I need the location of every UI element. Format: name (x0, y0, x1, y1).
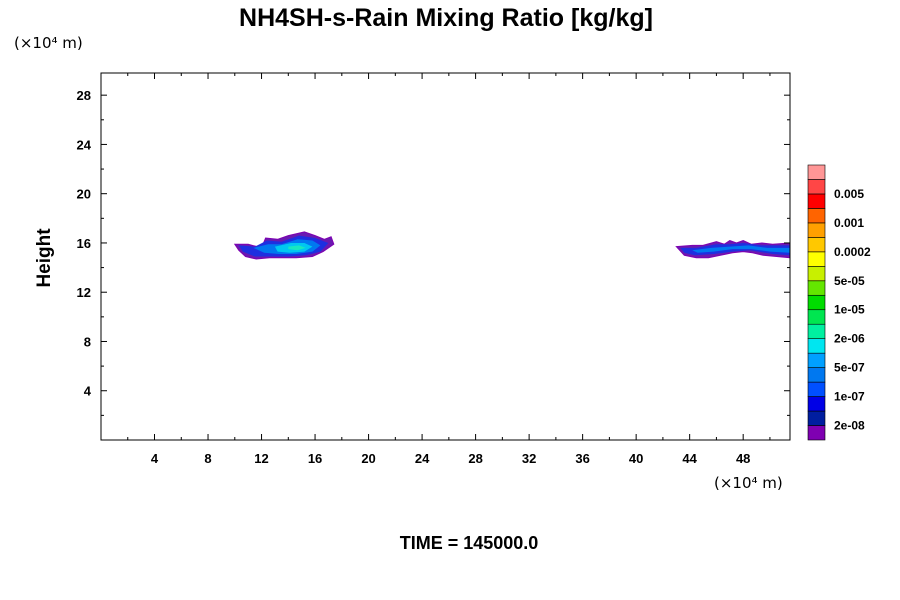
x-tick-label: 44 (682, 451, 697, 466)
y-tick-label: 20 (77, 187, 91, 202)
colorbar-label: 5e-05 (834, 274, 865, 288)
y-axis-label: Height (34, 228, 55, 288)
y-tick-label: 12 (77, 285, 91, 300)
colorbar-label: 5e-07 (834, 361, 865, 375)
x-tick-label: 20 (361, 451, 375, 466)
x-tick-label: 28 (468, 451, 482, 466)
colorbar-cell (807, 251, 826, 267)
colorbar: 2e-08 1e-07 5e-07 2e-06 1e-05 5e-05 0.0002 0.00… (807, 164, 871, 441)
colorbar-label: 0.005 (834, 187, 864, 201)
x-tick-label: 40 (629, 451, 643, 466)
colorbar-cell (807, 309, 826, 325)
colorbar-cell (807, 266, 826, 282)
colorbar-cell (807, 179, 826, 195)
colorbar-label: 1e-07 (834, 390, 865, 404)
colorbar-cell (807, 193, 826, 209)
x-tick-label: 8 (204, 451, 211, 466)
colorbar-label: 0.001 (834, 216, 864, 230)
colorbar-cell (807, 381, 826, 397)
x-tick-label: 48 (736, 451, 750, 466)
colorbar-cell (807, 352, 826, 368)
y-tick-label: 16 (77, 236, 91, 251)
colorbar-label: 2e-08 (834, 419, 865, 433)
y-tick-label: 28 (77, 88, 91, 103)
colorbar-cell (807, 396, 826, 412)
colorbar-label: 1e-05 (834, 303, 865, 317)
y-tick-label: 24 (77, 137, 92, 152)
colorbar-cell (807, 237, 826, 253)
time-label: TIME = 145000.0 (400, 533, 539, 553)
x-axis-ticks: 4 8 12 16 20 24 28 32 36 40 44 48 (127, 73, 771, 466)
colorbar-cell (807, 367, 826, 383)
contour-regions (233, 231, 790, 260)
colorbar-label: 0.0002 (834, 245, 871, 259)
cloud-right-level-1 (680, 243, 790, 256)
plot-frame (100, 72, 791, 441)
y-tick-label: 4 (84, 384, 92, 399)
y-axis-ticks: 4 8 12 16 20 24 28 (77, 88, 790, 416)
colorbar-cell (807, 410, 826, 426)
colorbar-cell (807, 208, 826, 224)
x-tick-label: 24 (415, 451, 430, 466)
cloud-left-level-4 (288, 245, 306, 251)
x-tick-label: 12 (254, 451, 268, 466)
x-tick-label: 36 (575, 451, 589, 466)
colorbar-label: 2e-06 (834, 332, 865, 346)
colorbar-cell (807, 280, 826, 296)
colorbar-cell (807, 222, 826, 238)
cloud-right-level-2 (692, 245, 790, 253)
colorbar-cell (807, 294, 826, 311)
colorbar-cell (807, 164, 826, 180)
x-tick-label: 16 (308, 451, 322, 466)
y-axis-unit: (×10⁴ m) (14, 34, 83, 52)
chart-title: NH4SH-s-Rain Mixing Ratio [kg/kg] (239, 4, 653, 32)
colorbar-cell (807, 425, 826, 441)
x-tick-label: 32 (522, 451, 536, 466)
x-axis-unit: (×10⁴ m) (714, 474, 783, 492)
colorbar-cell (807, 338, 826, 354)
colorbar-cell (807, 323, 826, 339)
x-tick-label: 4 (151, 451, 159, 466)
y-tick-label: 8 (84, 334, 91, 349)
